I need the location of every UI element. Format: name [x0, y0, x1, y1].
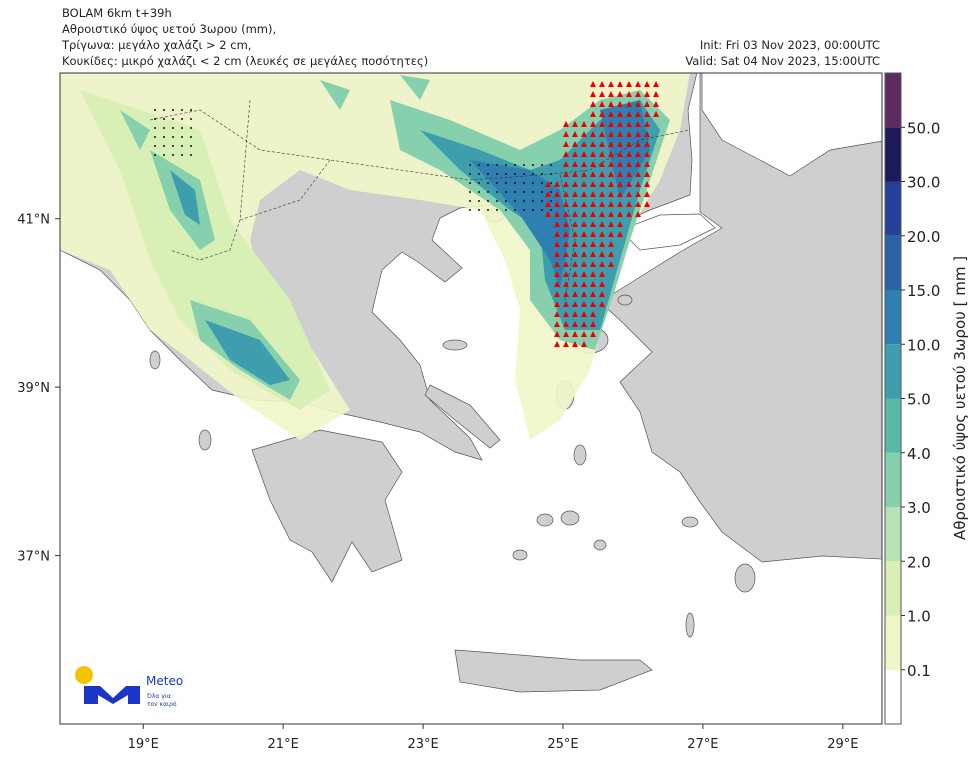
colorbar-tick-label: 15.0: [907, 282, 940, 300]
colorbar-tick-label: 1.0: [907, 608, 931, 626]
marmara: [619, 213, 716, 251]
colorbar-tick-label: 2.0: [907, 553, 931, 571]
axis: 19°E 21°E 23°E 25°E 27°E 29°E 37°N 39°N 41°N: [17, 213, 858, 752]
colorbar-bin: [885, 73, 901, 128]
colorbar-bin: [885, 615, 901, 670]
colorbar-bin: [885, 344, 901, 399]
x-tick-label: 19°E: [128, 737, 159, 752]
colorbar: 0.1 1.0 2.0 3.0 4.0 5.0 10.0 15.0 20.0 30.0 50.0: [884, 72, 940, 725]
colorbar-bin: [885, 398, 901, 453]
crete: [454, 649, 653, 693]
header-line: Κουκίδες: μικρό χαλάζι < 2 cm (λευκές σε…: [62, 54, 428, 68]
colorbar-bin: [885, 669, 901, 724]
x-tick-label: 25°E: [547, 737, 578, 752]
header-line: BOLAM 6km t+39h: [62, 6, 172, 20]
valid-time: Valid: Sat 04 Nov 2023, 15:00UTC: [685, 54, 880, 68]
colorbar-bin: [885, 452, 901, 507]
y-tick-label: 39°N: [17, 381, 50, 396]
header-line: Αθροιστικό ύψος υετού 3ωρου (mm),: [62, 22, 276, 36]
colorbar-tick-label: 10.0: [907, 336, 940, 354]
colorbar-tick-label: 5.0: [907, 391, 931, 409]
x-tick-label: 23°E: [407, 737, 438, 752]
init-time: Init: Fri 03 Nov 2023, 00:00UTC: [700, 38, 880, 52]
y-tick-label: 37°N: [17, 550, 50, 565]
x-tick-label: 21°E: [268, 737, 299, 752]
colorbar-bin: [885, 235, 901, 290]
logo: Meteo Όλα για τον καιρό: [75, 666, 183, 708]
colorbar-label: Αθροιστικό ύψος υετού 3ωρου [ mm ]: [951, 256, 969, 540]
colorbar-bin: [885, 127, 901, 182]
x-tick-label: 29°E: [827, 737, 858, 752]
black-sea: [701, 73, 882, 177]
colorbar-tick-label: 4.0: [907, 445, 931, 463]
colorbar-tick-label: 20.0: [907, 228, 940, 246]
colorbar-bin: [885, 181, 901, 236]
euboea: [424, 384, 501, 449]
colorbar-bin: [885, 507, 901, 562]
map: [60, 73, 882, 724]
logo-tagline: Όλα για: [146, 693, 171, 700]
large-hail-triangles: [545, 81, 659, 347]
land: [599, 73, 882, 563]
header-line: Τρίγωνα: μεγάλο χαλάζι > 2 cm,: [61, 38, 251, 52]
colorbar-bin: [885, 561, 901, 616]
colorbar-tick-label: 50.0: [907, 119, 940, 137]
land: [251, 429, 403, 583]
y-tick-label: 41°N: [17, 213, 50, 228]
colorbar-tick-label: 30.0: [907, 174, 940, 192]
x-tick-label: 27°E: [687, 737, 718, 752]
colorbar-tick-label: 3.0: [907, 499, 931, 517]
map-frame: [59, 72, 883, 725]
colorbar-tick-label: 0.1: [907, 662, 931, 680]
colorbar-bin: [885, 290, 901, 345]
logo-tagline: τον καιρό: [147, 701, 177, 708]
logo-name: Meteo: [146, 674, 183, 688]
